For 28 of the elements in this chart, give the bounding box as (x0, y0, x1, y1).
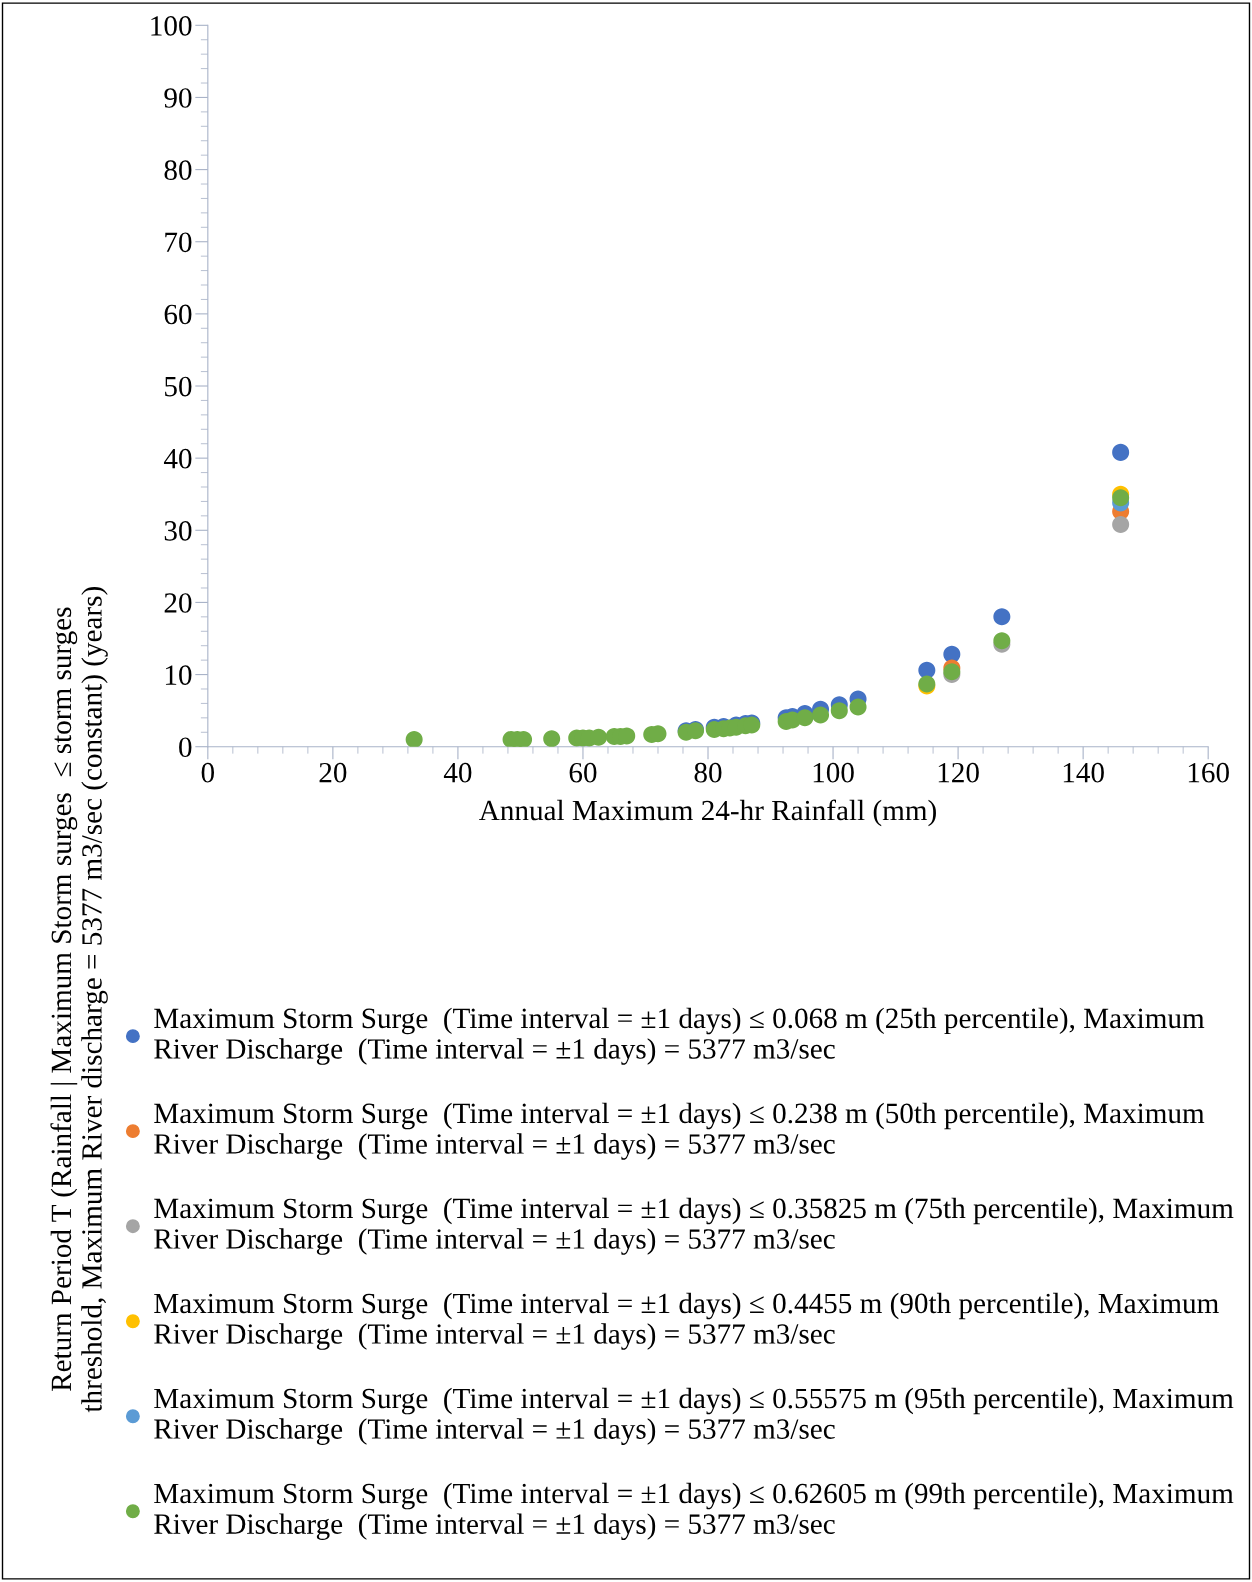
legend-label: Maximum Storm Surge (Time interval = ±1 days) ≤ 0.35825 m (75th percentile), Maximum River Discharge (Time interval = ±1 days) = 5377 m3/sec (154, 1197, 1234, 1255)
legend-label: Maximum Storm Surge (Time interval = ±1 days) ≤ 0.55575 m (95th percentile), Maximum River Discharge (Time interval = ±1 days) = 5377 m3/sec (154, 1387, 1234, 1445)
y-tick-label: 90 (164, 88, 192, 108)
legend-label: Maximum Storm Surge (Time interval = ±1 days) ≤ 0.62605 m (99th percentile), Maximum River Discharge (Time interval = ±1 days) = 5377 m3/sec (154, 1482, 1234, 1540)
x-tick-label: 40 (443, 762, 472, 783)
x-tick-label: 120 (938, 762, 979, 783)
y-tick-label: 40 (163, 448, 192, 469)
y-axis-title: Return Period T (Rainfall | Maximum Storm surges ≤ storm surges threshold, Maximum River discharge = 5377 m3/sec (constant) (years) (50, 587, 108, 1413)
y-tick-label: 30 (164, 521, 192, 541)
x-tick-label: 60 (569, 762, 597, 783)
y-tick-label: 100 (151, 16, 192, 36)
y-tick-label: 80 (164, 160, 192, 180)
x-tick-label: 80 (694, 762, 722, 783)
y-tick-label: 10 (165, 665, 192, 685)
legend-label: Maximum Storm Surge (Time interval = ±1 days) ≤ 0.238 m (50th percentile), Maximum River Discharge (Time interval = ±1 days) = 5377 m3/sec (154, 1102, 1205, 1160)
y-tick-label: 20 (164, 593, 192, 613)
y-tick-label: 70 (165, 232, 192, 253)
legend-label: Maximum Storm Surge (Time interval = ±1 days) ≤ 0.068 m (25th percentile), Maximum River Discharge (Time interval = ±1 days) = 5377 m3/sec (154, 1007, 1205, 1065)
x-axis-title: Annual Maximum 24-hr Rainfall (mm) (479, 799, 936, 827)
y-tick-label: 0 (179, 737, 192, 758)
y-tick-label: 60 (164, 304, 192, 325)
x-tick-label: 0 (201, 762, 215, 783)
legend-label: Maximum Storm Surge (Time interval = ±1 days) ≤ 0.4455 m (90th percentile), Maximum River Discharge (Time interval = ±1 days) = 5377 m3/sec (154, 1292, 1219, 1350)
x-tick-label: 100 (813, 762, 854, 783)
x-tick-label: 160 (1188, 762, 1229, 783)
x-tick-label: 140 (1063, 762, 1104, 783)
x-tick-label: 20 (319, 762, 347, 783)
y-tick-label: 50 (165, 376, 192, 397)
